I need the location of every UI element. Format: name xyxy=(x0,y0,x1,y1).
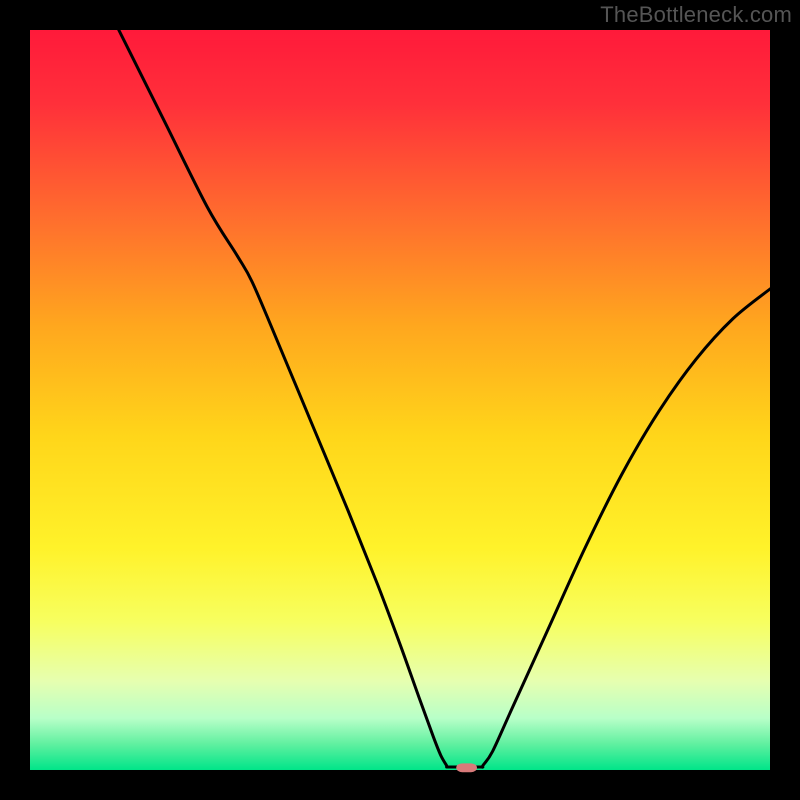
chart-stage: TheBottleneck.com xyxy=(0,0,800,800)
bottleneck-chart xyxy=(0,0,800,800)
plot-background xyxy=(30,30,770,770)
watermark-text: TheBottleneck.com xyxy=(600,2,792,28)
optimal-marker xyxy=(456,763,477,772)
